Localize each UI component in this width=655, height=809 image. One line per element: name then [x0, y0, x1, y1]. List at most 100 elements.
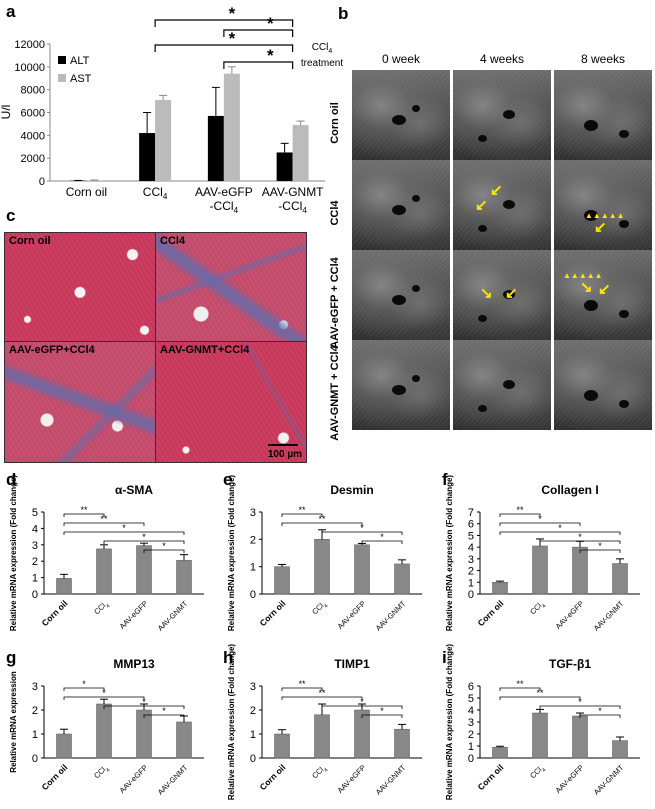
significance-bracket — [579, 549, 621, 553]
bar — [56, 733, 72, 759]
bar — [56, 578, 72, 595]
ultrasound-texture — [554, 160, 652, 250]
y-tick-label: 8000 — [21, 85, 45, 97]
ultrasound-vessel — [412, 195, 420, 202]
ultrasound-image-r0-c2 — [554, 70, 652, 160]
y-tick-label: 6 — [468, 519, 474, 531]
y-tick-label: 4000 — [21, 130, 45, 142]
bar — [612, 563, 628, 595]
chart-title: MMP13 — [113, 657, 155, 671]
ultrasound-image-r3-c2 — [554, 340, 652, 430]
bar — [176, 721, 192, 759]
significance-star: * — [380, 532, 384, 542]
ultrasound-vessel — [503, 380, 515, 389]
significance-star: * — [578, 532, 582, 542]
arrow-marker: ↙ — [598, 281, 611, 298]
significance-star: ** — [536, 688, 544, 698]
bar — [314, 539, 330, 595]
significance-star: * — [360, 523, 364, 533]
y-tick-label: 2 — [250, 705, 256, 717]
ultrasound-image-r2-c2 — [554, 250, 652, 340]
significance-star: ** — [318, 688, 326, 698]
row-label-ccl4: CCl4 — [329, 200, 341, 226]
row-label-corn-oil: Corn oil — [329, 102, 341, 144]
y-tick-label: 1 — [32, 729, 38, 741]
histology-corn-oil: Corn oil — [4, 232, 156, 342]
ultrasound-vessel — [412, 105, 420, 112]
y-tick-label: 0 — [250, 589, 256, 601]
y-tick-label: 12000 — [14, 39, 45, 51]
ultrasound-vessel — [412, 375, 420, 382]
significance-bracket — [499, 522, 581, 526]
ultrasound-vessel — [619, 220, 629, 228]
bar — [532, 545, 548, 595]
bar — [492, 746, 508, 759]
category-label: Corn oil — [66, 185, 107, 199]
bar — [96, 703, 112, 759]
ultrasound-image-r1-c2 — [554, 160, 652, 250]
significance-bracket — [321, 705, 403, 709]
ultrasound-vessel — [503, 110, 515, 119]
significance-bracket — [539, 705, 621, 709]
ultrasound-vessel — [503, 200, 515, 209]
significance-bracket — [281, 687, 323, 691]
significance-bracket — [281, 522, 363, 526]
y-tick-label: 6 — [468, 681, 474, 693]
ultrasound-vessel — [503, 290, 515, 299]
panel-letter-g: g — [6, 648, 17, 667]
significance-star: * — [598, 706, 602, 716]
category-label: AAV-GNMT — [262, 185, 324, 199]
y-axis-label: Relative mRNA expression (Fold change) — [445, 475, 454, 632]
significance-bracket — [103, 540, 185, 544]
y-axis-label: Relative mRNA expression (Fold change) — [227, 644, 236, 801]
ultrasound-image-r2-c0 — [352, 250, 450, 340]
y-tick-label: 4 — [32, 523, 38, 535]
panel-letter-a: a — [6, 2, 16, 21]
category-label: AAV-GNMT — [374, 599, 408, 633]
significance-bracket — [499, 687, 541, 691]
y-tick-label: 7 — [468, 507, 474, 519]
ultrasound-vessel — [619, 400, 629, 408]
significance-star: ** — [298, 679, 306, 689]
y-tick-label: 5 — [468, 530, 474, 542]
y-tick-label: 1 — [468, 577, 474, 589]
y-tick-label: 0 — [39, 176, 45, 188]
legend-label-alt: ALT — [70, 55, 90, 67]
bar — [492, 582, 508, 595]
significance-bracket — [499, 513, 541, 517]
scale-bar — [268, 444, 298, 446]
panel-letter-d: d — [6, 470, 17, 489]
chart-title: TIMP1 — [334, 657, 370, 671]
y-tick-label: 2 — [32, 556, 38, 568]
significance-bracket — [154, 44, 294, 52]
ultrasound-vessel — [412, 285, 420, 292]
category-label: AAV-eGFP — [118, 763, 150, 795]
y-tick-label: 1 — [468, 741, 474, 753]
significance-star: * — [82, 679, 86, 689]
ultrasound-texture — [453, 160, 551, 250]
arrow-marker: ↙ — [490, 182, 503, 199]
significance-star: ** — [80, 505, 88, 515]
significance-bracket — [281, 513, 323, 517]
bar-ast — [86, 180, 103, 181]
category-label: AAV-eGFP — [336, 763, 368, 795]
significance-star: * — [360, 697, 364, 707]
category-label: Corn oil — [40, 762, 70, 792]
arrow-marker: ↘ — [480, 285, 493, 302]
category-label: Corn oil — [476, 762, 506, 792]
significance-star: * — [380, 706, 384, 716]
chart-a-serum-enzymes: 0 2000 4000 6000 8000 10000 12000 U/l Corn oil CC… — [0, 4, 325, 215]
significance-star: * — [142, 697, 146, 707]
category-label: Corn oil — [40, 598, 70, 628]
y-tick-label: 3 — [468, 717, 474, 729]
significance-bracket — [499, 696, 581, 700]
bar-alt — [139, 133, 156, 181]
ultrasound-vessel — [478, 225, 487, 232]
category-label: AAV-eGFP — [336, 599, 368, 631]
significance-star: * — [162, 706, 166, 716]
panel-letter-e: e — [223, 470, 233, 489]
histology-label-aav-egfp: AAV-eGFP+CCl4 — [9, 344, 95, 356]
chart-title: TGF-β1 — [549, 657, 591, 671]
ultrasound-image-r1-c1 — [453, 160, 551, 250]
